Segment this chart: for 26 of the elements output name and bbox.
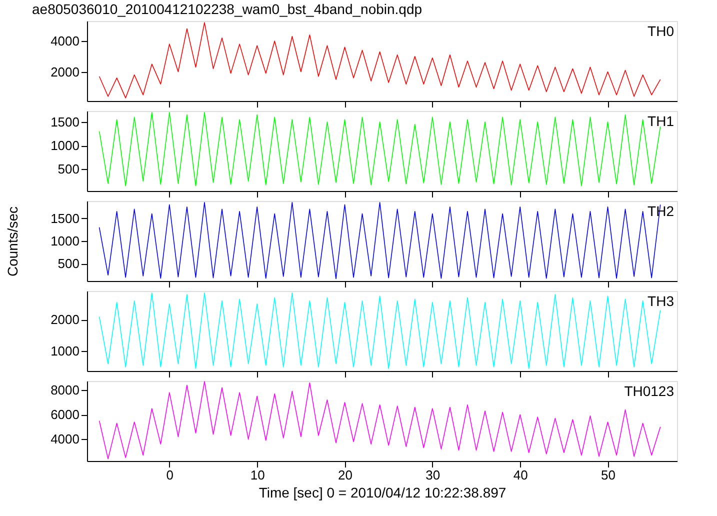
x-axis-title: Time [sec] 0 = 2010/04/12 10:22:38.897 [258, 484, 506, 500]
series-label: TH1 [648, 113, 674, 129]
y-tick-label: 1500 [50, 114, 80, 130]
y-tick-label: 6000 [50, 407, 80, 422]
x-tick-label: 0 [166, 468, 174, 482]
chart-title: ae805036010_20100412102238_wam0_bst_4band_nobin.qdp [32, 1, 422, 17]
x-tick-label: 40 [513, 468, 528, 482]
x-tick-label: 50 [601, 468, 616, 482]
y-tick-label: 500 [58, 256, 80, 272]
text: TH0 [648, 23, 674, 39]
x-tick-label: 30 [426, 468, 440, 482]
y-tick-label: 1000 [50, 138, 80, 154]
y-tick-label: 1000 [50, 234, 80, 248]
y-tick-label: 500 [58, 162, 80, 177]
y-tick-label: 8000 [50, 382, 80, 398]
y-tick-label: 2000 [50, 312, 80, 328]
series-label: TH0123 [624, 383, 674, 399]
y-tick-label: 4000 [50, 432, 80, 447]
y-tick-label: 1500 [50, 210, 80, 226]
y-tick-label: 4000 [50, 34, 80, 48]
y-tick-label: 1000 [50, 344, 80, 359]
y-axis-title: Counts/sec [4, 206, 20, 277]
series-label: TH3 [648, 293, 674, 309]
x-tick-label: 10 [250, 468, 265, 482]
x-tick-label: 20 [338, 468, 352, 482]
y-tick-label: 2000 [50, 64, 80, 80]
